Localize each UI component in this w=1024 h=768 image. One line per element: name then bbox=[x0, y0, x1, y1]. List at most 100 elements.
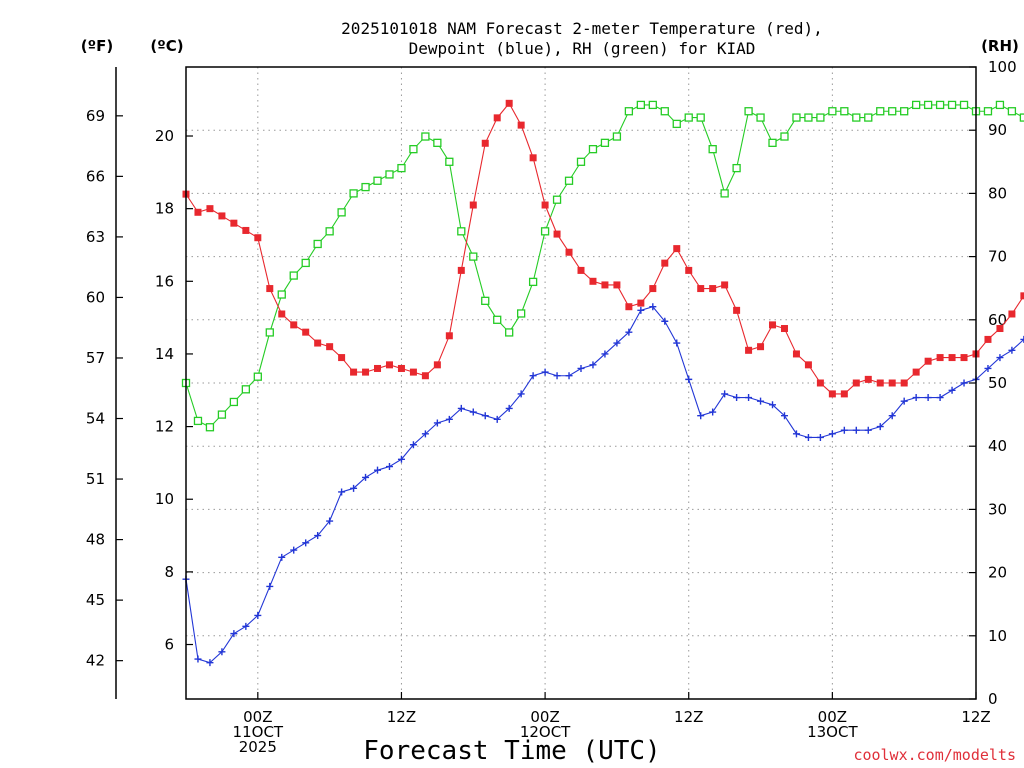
data-point-temperature bbox=[565, 248, 573, 256]
data-point-rh bbox=[612, 132, 622, 141]
data-point-dewpoint bbox=[840, 426, 848, 434]
data-point-temperature bbox=[661, 259, 669, 267]
rh-tick-label: 0 bbox=[988, 690, 998, 708]
data-point-rh bbox=[277, 290, 286, 299]
data-point-dewpoint bbox=[996, 354, 1004, 362]
data-point-temperature bbox=[362, 368, 370, 376]
data-point-temperature bbox=[338, 354, 346, 362]
data-point-rh bbox=[517, 309, 526, 318]
credit-label: coolwx.com/modelts bbox=[853, 746, 1016, 764]
data-point-temperature bbox=[637, 299, 645, 307]
chart-title-line-2: Dewpoint (blue), RH (green) for KIAD bbox=[409, 39, 756, 58]
data-point-temperature bbox=[709, 285, 717, 293]
data-point-dewpoint bbox=[445, 415, 453, 423]
data-point-rh bbox=[229, 397, 239, 407]
rh-tick-label: 50 bbox=[988, 374, 1007, 392]
data-point-dewpoint bbox=[338, 488, 346, 496]
data-point-temperature bbox=[625, 303, 633, 311]
data-point-temperature bbox=[984, 335, 992, 343]
data-point-temperature bbox=[385, 361, 393, 369]
data-point-dewpoint bbox=[529, 372, 537, 380]
data-point-temperature bbox=[493, 114, 501, 122]
data-point-rh bbox=[923, 100, 933, 110]
data-point-dewpoint bbox=[230, 630, 238, 638]
data-point-rh bbox=[816, 113, 825, 122]
data-point-rh bbox=[959, 100, 969, 110]
data-point-rh bbox=[864, 113, 873, 122]
data-point-temperature bbox=[780, 325, 788, 333]
rh-tick-label: 10 bbox=[988, 627, 1007, 645]
data-point-rh bbox=[900, 107, 909, 116]
data-point-rh bbox=[792, 113, 801, 122]
data-point-rh bbox=[349, 189, 358, 198]
fahrenheit-tick-label: 66 bbox=[86, 167, 105, 185]
data-point-rh bbox=[325, 227, 334, 236]
data-point-rh bbox=[624, 107, 634, 116]
data-point-rh bbox=[289, 271, 298, 280]
data-point-dewpoint bbox=[469, 408, 477, 416]
data-point-dewpoint bbox=[828, 430, 836, 438]
data-point-temperature bbox=[374, 364, 382, 372]
data-point-rh bbox=[469, 252, 478, 261]
data-point-temperature bbox=[469, 201, 477, 209]
data-point-dewpoint bbox=[792, 430, 800, 438]
data-point-dewpoint bbox=[780, 412, 788, 420]
data-point-temperature bbox=[792, 350, 800, 358]
data-point-temperature bbox=[266, 285, 274, 293]
data-point-rh bbox=[804, 113, 813, 122]
series-line-dewpoint bbox=[185, 306, 1024, 664]
data-point-dewpoint bbox=[326, 517, 334, 525]
data-point-rh bbox=[217, 410, 227, 419]
data-point-dewpoint bbox=[888, 412, 896, 420]
data-point-dewpoint bbox=[637, 306, 645, 314]
data-point-dewpoint bbox=[697, 412, 705, 420]
celsius-tick-label: 8 bbox=[164, 563, 174, 581]
data-point-temperature bbox=[194, 208, 202, 216]
data-point-dewpoint bbox=[1008, 346, 1016, 354]
data-point-temperature bbox=[876, 379, 884, 387]
data-point-temperature bbox=[804, 361, 812, 369]
data-point-rh bbox=[708, 145, 717, 154]
data-point-dewpoint bbox=[290, 546, 298, 554]
data-point-dewpoint bbox=[709, 408, 717, 416]
data-point-dewpoint bbox=[948, 386, 956, 394]
data-point-dewpoint bbox=[433, 419, 441, 427]
data-point-rh bbox=[696, 113, 705, 122]
data-point-rh bbox=[768, 138, 777, 147]
data-point-dewpoint bbox=[804, 433, 812, 441]
series-layer bbox=[181, 99, 1024, 667]
data-point-rh bbox=[313, 239, 322, 249]
data-point-rh bbox=[241, 385, 250, 394]
data-point-rh bbox=[445, 157, 454, 166]
data-point-rh bbox=[995, 100, 1005, 110]
rh-tick-label: 20 bbox=[988, 564, 1007, 582]
data-point-dewpoint bbox=[541, 368, 549, 376]
celsius-unit-label: (ºC) bbox=[150, 37, 183, 55]
data-point-temperature bbox=[757, 343, 765, 351]
data-point-dewpoint bbox=[362, 473, 370, 481]
grid-lines bbox=[186, 67, 976, 699]
data-point-rh bbox=[564, 176, 574, 185]
data-point-temperature bbox=[1008, 310, 1016, 318]
data-point-dewpoint bbox=[601, 350, 609, 358]
data-point-dewpoint bbox=[673, 339, 681, 347]
data-point-rh bbox=[433, 138, 442, 147]
data-point-dewpoint bbox=[924, 394, 932, 402]
data-point-dewpoint bbox=[984, 364, 992, 372]
data-point-temperature bbox=[721, 281, 729, 289]
data-point-temperature bbox=[840, 390, 848, 398]
data-point-rh bbox=[720, 189, 729, 198]
data-point-temperature bbox=[445, 332, 453, 340]
fahrenheit-tick-label: 42 bbox=[86, 652, 105, 670]
data-point-rh bbox=[361, 182, 370, 192]
data-point-temperature bbox=[996, 325, 1004, 333]
data-point-dewpoint bbox=[350, 484, 358, 492]
fahrenheit-tick-label: 51 bbox=[86, 470, 105, 488]
data-point-dewpoint bbox=[517, 390, 525, 398]
time-tick-label: 11OCT bbox=[233, 723, 284, 741]
data-point-dewpoint bbox=[745, 394, 753, 402]
data-point-dewpoint bbox=[254, 611, 262, 619]
data-point-temperature bbox=[900, 379, 908, 387]
data-point-temperature bbox=[589, 277, 597, 285]
data-point-temperature bbox=[529, 154, 537, 162]
